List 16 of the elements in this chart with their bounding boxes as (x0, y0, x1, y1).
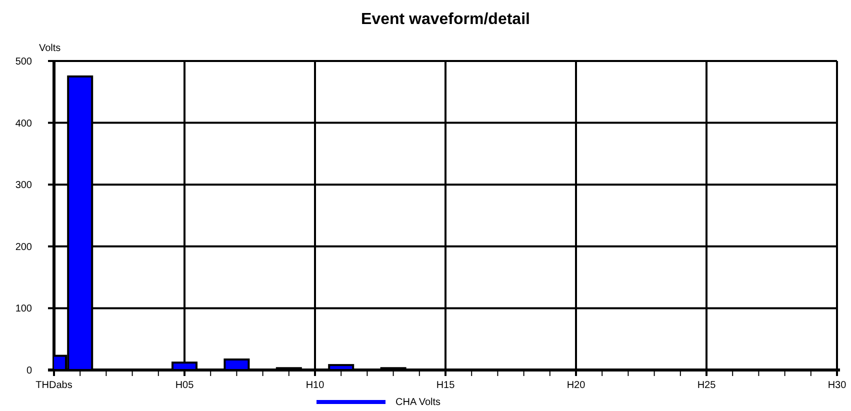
x-tick-label: H10 (306, 380, 325, 391)
y-axis-title: Volts (39, 43, 61, 54)
x-tick-label: H15 (436, 380, 456, 391)
y-tick-label: 400 (15, 118, 32, 130)
y-tick-label: 100 (15, 304, 32, 315)
x-tick-label: H20 (566, 380, 586, 391)
y-tick-label: 500 (15, 56, 32, 68)
y-tick-label: 0 (26, 366, 32, 376)
x-tick-label: H05 (175, 380, 194, 391)
x-tick-label: H30 (828, 380, 847, 391)
x-tick-label: THDabs (36, 380, 72, 391)
y-tick-label: 200 (15, 242, 32, 253)
text: CHA Volts (396, 397, 441, 408)
x-tick-label: H25 (697, 380, 716, 391)
y-tick-label: 300 (15, 180, 32, 192)
chart-title: Event waveform/detail (361, 11, 530, 28)
